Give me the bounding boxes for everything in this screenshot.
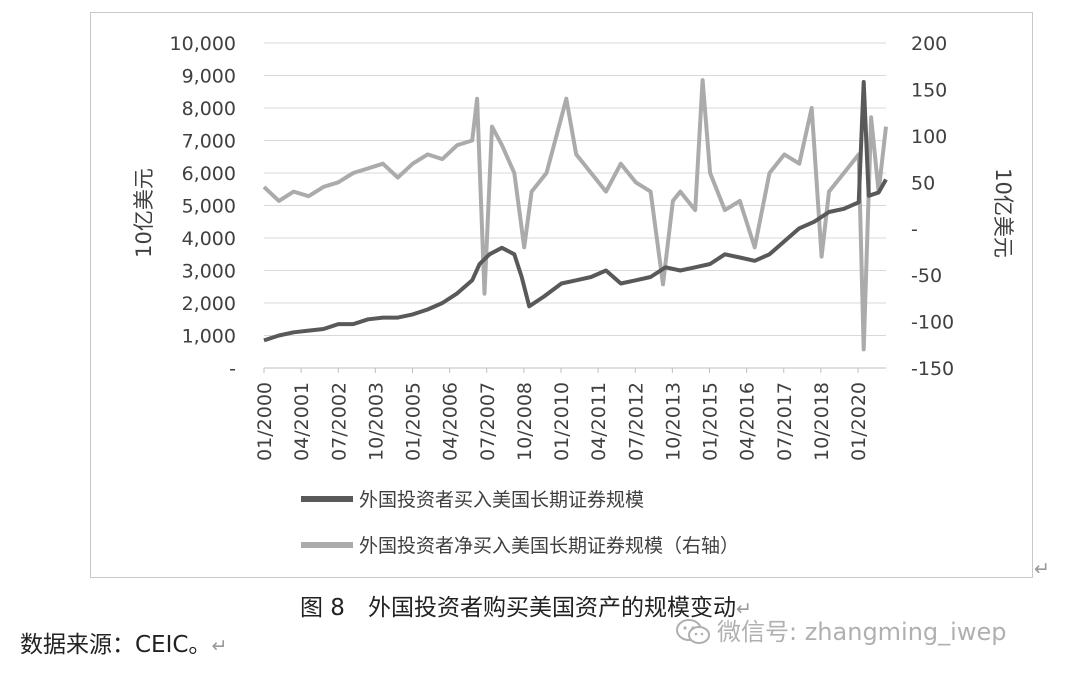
line-chart: - 1,000 2,000 3,000 4,000 5,000 6,000 7,000 8,00… <box>132 33 1015 557</box>
watermark-text: 微信号: zhangming_iwep <box>717 618 1007 646</box>
legend-label-series-1: 外国投资者买入美国长期证券规模 <box>359 489 644 511</box>
data-source: 数据来源：CEIC。↵ <box>20 625 227 659</box>
series-lines <box>262 78 888 352</box>
right-tick-label: -150 <box>911 358 954 380</box>
right-tick-label: 50 <box>911 172 935 194</box>
x-tick-label: 10/2003 <box>365 382 387 461</box>
return-mark: ↵ <box>1034 558 1050 580</box>
left-tick-label: 3,000 <box>182 261 236 283</box>
left-tick-label: 8,000 <box>182 98 236 120</box>
left-tick-label: 6,000 <box>182 163 236 185</box>
return-mark: ↵ <box>735 598 752 620</box>
x-tick-label: 04/2016 <box>737 382 759 461</box>
x-tick-label: 10/2018 <box>811 382 833 461</box>
source-text: 数据来源：CEIC。 <box>20 632 212 658</box>
x-tick-label: 10/2008 <box>514 382 536 461</box>
left-tick-label: - <box>229 358 236 380</box>
left-tick-label: 1,000 <box>182 326 236 348</box>
series-line-purchases <box>263 80 888 343</box>
x-tick-label: 10/2013 <box>662 382 684 461</box>
figure-caption: 图 8 外国投资者购买美国资产的规模变动↵ <box>300 588 752 622</box>
right-axis-title: 10亿美元 <box>991 168 1015 258</box>
left-tick-label: 9,000 <box>182 66 236 88</box>
left-tick-label: 7,000 <box>182 131 236 153</box>
legend-label-series-2: 外国投资者净买入美国长期证券规模（右轴） <box>359 535 739 557</box>
watermark: 微信号: zhangming_iwep <box>675 612 1006 647</box>
x-tick-label: 01/2020 <box>848 382 870 461</box>
legend: 外国投资者买入美国长期证券规模 外国投资者净买入美国长期证券规模（右轴） <box>301 489 739 557</box>
gridlines <box>264 42 886 369</box>
chart-frame: - 1,000 2,000 3,000 4,000 5,000 6,000 7,000 8,00… <box>90 12 1033 578</box>
right-tick-label: -100 <box>911 312 954 334</box>
right-tick-label: 200 <box>911 33 947 55</box>
x-tick-label: 07/2017 <box>774 382 796 461</box>
right-tick-label: 100 <box>911 126 947 148</box>
x-tick-label: 01/2015 <box>700 382 722 461</box>
wechat-icon <box>676 619 710 644</box>
x-tick-label: 04/2011 <box>588 382 610 461</box>
caption-text: 图 8 外国投资者购买美国资产的规模变动 <box>300 595 736 621</box>
right-tick-label: 150 <box>911 79 947 101</box>
x-tick-label: 07/2002 <box>328 382 350 461</box>
series-line-net-purchases <box>262 78 888 352</box>
x-tick-label: 01/2000 <box>254 382 276 461</box>
return-mark: ↵ <box>211 635 228 657</box>
right-tick-label: - <box>911 219 918 241</box>
left-tick-label: 5,000 <box>182 196 236 218</box>
x-tick-label: 07/2007 <box>477 382 499 461</box>
x-tick-label: 01/2005 <box>403 382 425 461</box>
x-tick-label: 07/2012 <box>625 382 647 461</box>
left-tick-label: 10,000 <box>170 33 236 55</box>
left-axis-ticks: - 1,000 2,000 3,000 4,000 5,000 6,000 7,000 8,00… <box>170 33 236 380</box>
left-tick-label: 4,000 <box>182 228 236 250</box>
x-tick-label: 04/2001 <box>291 382 313 461</box>
x-tick-label: 04/2006 <box>440 382 462 461</box>
left-axis-title: 10亿美元 <box>132 168 156 258</box>
x-axis-ticks: 01/2000 04/2001 07/2002 10/2003 01/2005 04/20… <box>254 368 870 461</box>
x-tick-label: 01/2010 <box>551 382 573 461</box>
right-tick-label: -50 <box>911 265 942 287</box>
left-tick-label: 2,000 <box>182 293 236 315</box>
